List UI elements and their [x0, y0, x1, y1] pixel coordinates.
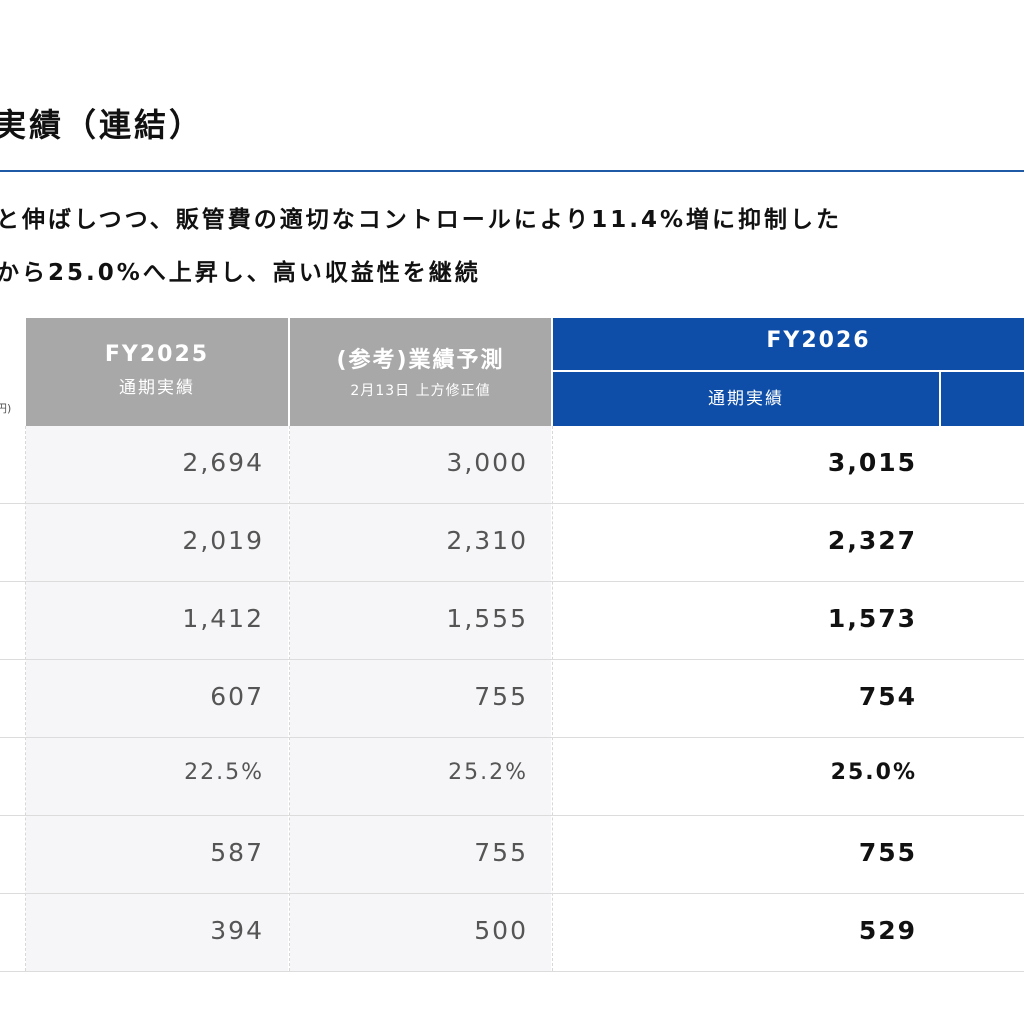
- title-divider: [0, 170, 1024, 172]
- header-fy2025-title: FY2025: [104, 342, 210, 367]
- table-cell-forecast: 3,000: [446, 448, 528, 477]
- row-divider: [0, 971, 1024, 972]
- table-cell-forecast: 2,310: [446, 526, 528, 555]
- page-title: 実績（連結）: [0, 106, 205, 144]
- row-divider: [0, 893, 1024, 894]
- column-fy2025-bg: [26, 426, 288, 971]
- row-divider: [0, 581, 1024, 582]
- table-cell-fy2025: 587: [210, 838, 264, 867]
- header-fy2026-title: FY2026: [766, 328, 871, 353]
- summary-line-1: と伸ばしつつ、販管費の適切なコントロールにより11.4%増に抑制した: [0, 207, 843, 233]
- table-cell-forecast: 755: [474, 682, 528, 711]
- table-cell-forecast: 1,555: [446, 604, 528, 633]
- header-fy2025: FY2025 通期実績: [26, 318, 288, 426]
- header-forecast: (参考)業績予測 2月13日 上方修正値: [290, 318, 551, 426]
- table-cell-fy2026: 25.0%: [830, 760, 917, 785]
- table-cell-fy2025: 2,694: [182, 448, 264, 477]
- table-cell-fy2026: 754: [858, 682, 917, 711]
- header-fy2026-subtitle: 通期実績: [708, 389, 784, 409]
- table-cell-forecast: 500: [474, 916, 528, 945]
- column-separator: [289, 426, 290, 971]
- summary-line-2: から25.0%へ上昇し、高い収益性を継続: [0, 260, 481, 286]
- header-fy2025-subtitle: 通期実績: [119, 378, 195, 398]
- table-cell-fy2026: 2,327: [827, 526, 917, 555]
- table-cell-fy2026: 529: [858, 916, 917, 945]
- row-divider: [0, 659, 1024, 660]
- table-cell-fy2026: 1,573: [827, 604, 917, 633]
- column-fy2026-bg: [553, 426, 1024, 971]
- column-separator: [25, 426, 26, 971]
- row-divider: [0, 503, 1024, 504]
- header-forecast-title: (参考)業績予測: [336, 348, 505, 373]
- header-fy2026-extra: [941, 372, 1024, 426]
- row-divider: [0, 737, 1024, 738]
- header-fy2026-actual: 通期実績: [553, 372, 939, 426]
- header-fy2026: FY2026: [553, 318, 1024, 370]
- table-cell-forecast: 25.2%: [448, 760, 528, 785]
- table-cell-fy2025: 22.5%: [184, 760, 264, 785]
- table-cell-fy2025: 1,412: [182, 604, 264, 633]
- table-cell-forecast: 755: [474, 838, 528, 867]
- row-divider: [0, 815, 1024, 816]
- header-forecast-subtitle: 2月13日 上方修正値: [350, 383, 491, 399]
- table-cell-fy2025: 394: [210, 916, 264, 945]
- table-cell-fy2026: 755: [858, 838, 917, 867]
- column-separator: [552, 426, 553, 971]
- unit-label: 円): [0, 402, 12, 415]
- table-cell-fy2025: 607: [210, 682, 264, 711]
- table-cell-fy2026: 3,015: [827, 448, 917, 477]
- table-cell-fy2025: 2,019: [182, 526, 264, 555]
- column-forecast-bg: [290, 426, 551, 971]
